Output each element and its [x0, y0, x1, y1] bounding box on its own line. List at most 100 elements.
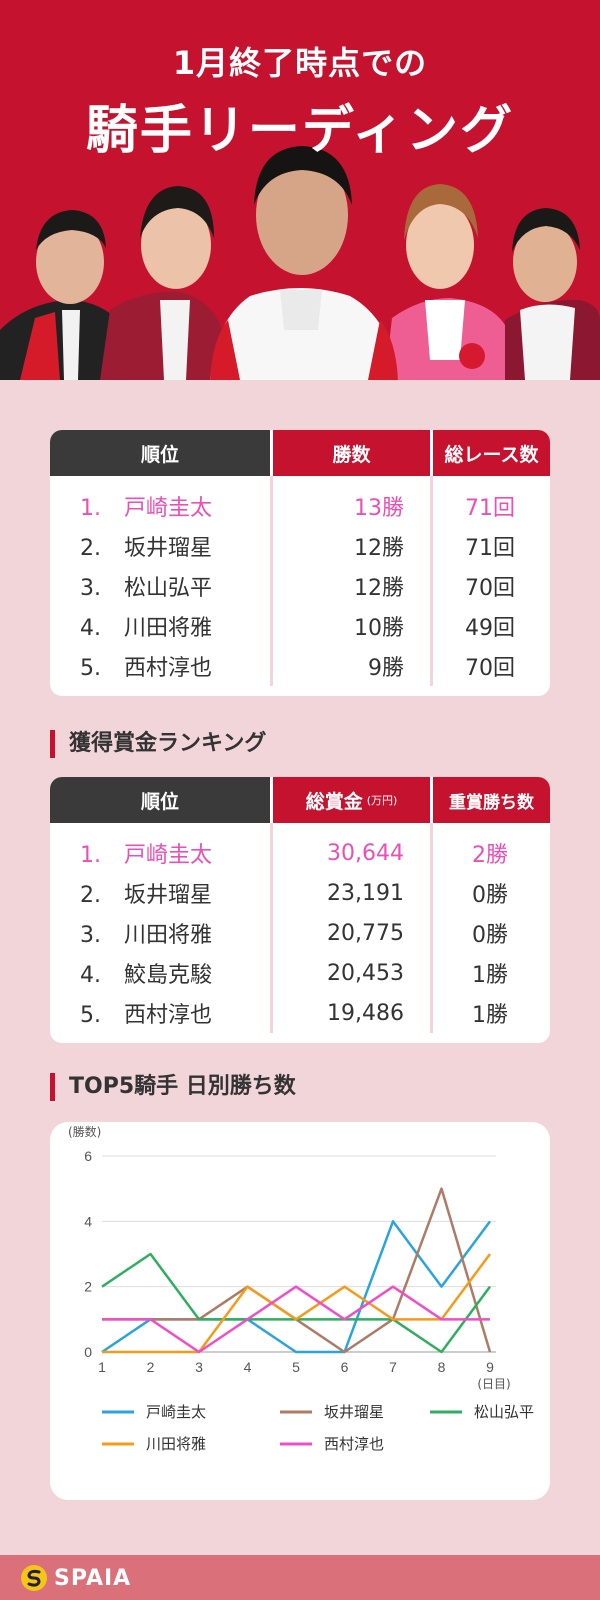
column-divider: [270, 823, 273, 1033]
hero-header: 1月終了時点での 騎手リーディング: [0, 0, 600, 380]
prize-cell: 23,191: [327, 880, 404, 906]
header-total-prize: 総賞金 (万円): [273, 777, 430, 823]
x-tick-label: 6: [341, 1359, 349, 1375]
x-tick-label: 8: [438, 1359, 446, 1375]
series-line-2: [102, 1187, 492, 1354]
series-line-4: [102, 1253, 492, 1354]
graded-wins-cell: 1勝: [472, 963, 508, 988]
leading-table-body: 1. 戸崎圭太 13勝 71回 2. 坂井瑠星 12勝 71回 3. 松山弘平 12勝…: [50, 476, 550, 686]
jockey-name: 坂井瑠星: [124, 536, 213, 561]
table-row: 1. 戸崎圭太 30,644 2勝: [50, 833, 550, 873]
column-divider: [430, 476, 433, 686]
jockey-name: 戸崎圭太: [124, 843, 213, 868]
prize-table-header: 順位 総賞金 (万円) 重賞勝ち数: [50, 777, 550, 823]
races-cell: 49回: [465, 616, 515, 641]
y-axis-label: (勝数): [68, 1124, 101, 1139]
wins-cell: 10勝: [354, 616, 404, 641]
jockey-name: 松山弘平: [124, 576, 213, 601]
races-cell: 71回: [465, 496, 515, 521]
wins-cell: 9勝: [368, 656, 404, 681]
jockey-name: 西村淳也: [124, 1003, 213, 1028]
y-tick-label: 0: [84, 1344, 92, 1360]
rank-number: 2.: [80, 536, 101, 561]
x-tick-label: 1: [98, 1359, 106, 1375]
x-tick-label: 5: [292, 1359, 300, 1375]
graded-wins-cell: 2勝: [472, 843, 508, 868]
races-cell: 70回: [465, 656, 515, 681]
rank-number: 2.: [80, 883, 101, 908]
jockey-name: 坂井瑠星: [124, 883, 213, 908]
rank-number: 1.: [80, 496, 101, 521]
spaia-logo-icon: [21, 1565, 47, 1591]
jockey-name: 川田将雅: [124, 616, 213, 641]
column-divider: [270, 476, 273, 686]
footer-bar: SPAIA: [0, 1555, 600, 1600]
table-row: 5. 西村淳也 19,486 1勝: [50, 993, 550, 1033]
jockey-name: 鮫島克駿: [124, 963, 213, 988]
jockey-photo-2: [100, 186, 222, 380]
prize-cell: 30,644: [327, 840, 404, 866]
graded-wins-cell: 0勝: [472, 923, 508, 948]
jockey-photo-4: [385, 184, 505, 380]
y-tick-label: 4: [84, 1213, 92, 1229]
chart-section-title: TOP5騎手 日別勝ち数: [50, 1073, 296, 1101]
legend-label-4: 川田将雅: [146, 1435, 206, 1453]
table-row: 4. 川田将雅 10勝 49回: [50, 606, 550, 646]
series-line-3: [101, 1252, 492, 1354]
header-rank: 順位: [50, 430, 270, 476]
y-tick-label: 2: [84, 1279, 92, 1295]
rank-number: 5.: [80, 656, 101, 681]
x-tick-label: 2: [147, 1359, 155, 1375]
header-subtitle: 1月終了時点での: [172, 44, 428, 82]
wins-cell: 12勝: [354, 536, 404, 561]
table-row: 4. 鮫島克駿 20,453 1勝: [50, 953, 550, 993]
header-unit: (万円): [366, 794, 398, 807]
rank-number: 3.: [80, 576, 101, 601]
prize-cell: 20,775: [327, 920, 404, 946]
table-row: 2. 坂井瑠星 12勝 71回: [50, 526, 550, 566]
races-cell: 71回: [465, 536, 515, 561]
chart-card: 0 2 4 6 1 2 3 4 5 6 7 8 9 (勝数) (日目) 戸崎圭太 坂井瑠星 松山弘平 川田将雅 西村淳…: [50, 1122, 550, 1500]
jockey-name: 川田将雅: [124, 923, 213, 948]
x-tick-label: 7: [389, 1359, 397, 1375]
wins-cell: 13勝: [354, 496, 404, 521]
legend-label-3: 松山弘平: [474, 1403, 534, 1421]
rank-number: 1.: [80, 843, 101, 868]
jockey-photo-5: [500, 208, 600, 380]
jockey-name: 西村淳也: [124, 656, 213, 681]
graded-wins-cell: 0勝: [472, 883, 508, 908]
y-tick-label: 6: [84, 1148, 92, 1164]
graded-wins-cell: 1勝: [472, 1003, 508, 1028]
x-tick-label: 9: [486, 1359, 494, 1375]
prize-table-body: 1. 戸崎圭太 30,644 2勝 2. 坂井瑠星 23,191 0勝 3. 川田将雅…: [50, 823, 550, 1033]
wins-cell: 12勝: [354, 576, 404, 601]
table-row: 3. 川田将雅 20,775 0勝: [50, 913, 550, 953]
header-wins: 勝数: [273, 430, 430, 476]
rank-number: 4.: [80, 963, 101, 988]
series-line-5: [102, 1285, 490, 1354]
leading-table-header: 順位 勝数 総レース数: [50, 430, 550, 476]
header-graded-wins: 重賞勝ち数: [433, 777, 550, 823]
table-row: 3. 松山弘平 12勝 70回: [50, 566, 550, 606]
x-axis-label: (日目): [477, 1377, 510, 1391]
spaia-logo-text: SPAIA: [54, 1565, 132, 1591]
header-total-races: 総レース数: [433, 430, 550, 476]
spaia-logo: SPAIA: [20, 1564, 131, 1592]
legend-label-1: 戸崎圭太: [146, 1403, 206, 1421]
table-row: 5. 西村淳也 9勝 70回: [50, 646, 550, 686]
races-cell: 70回: [465, 576, 515, 601]
header-title: 騎手リーディング: [85, 101, 515, 161]
jockey-portraits: [0, 146, 600, 380]
header-rank: 順位: [50, 777, 270, 823]
prize-cell: 20,453: [327, 960, 404, 986]
header-total-prize-label: 総賞金: [305, 790, 363, 813]
prize-cell: 19,486: [327, 1000, 404, 1026]
rank-number: 4.: [80, 616, 101, 641]
x-tick-label: 3: [195, 1359, 203, 1375]
rank-number: 3.: [80, 923, 101, 948]
rank-number: 5.: [80, 1003, 101, 1028]
prize-table: 順位 総賞金 (万円) 重賞勝ち数 1. 戸崎圭太 30,644 2勝 2. 坂井瑠星…: [50, 777, 550, 1043]
jockey-photo-3: [210, 146, 398, 380]
jockey-name: 戸崎圭太: [124, 496, 213, 521]
